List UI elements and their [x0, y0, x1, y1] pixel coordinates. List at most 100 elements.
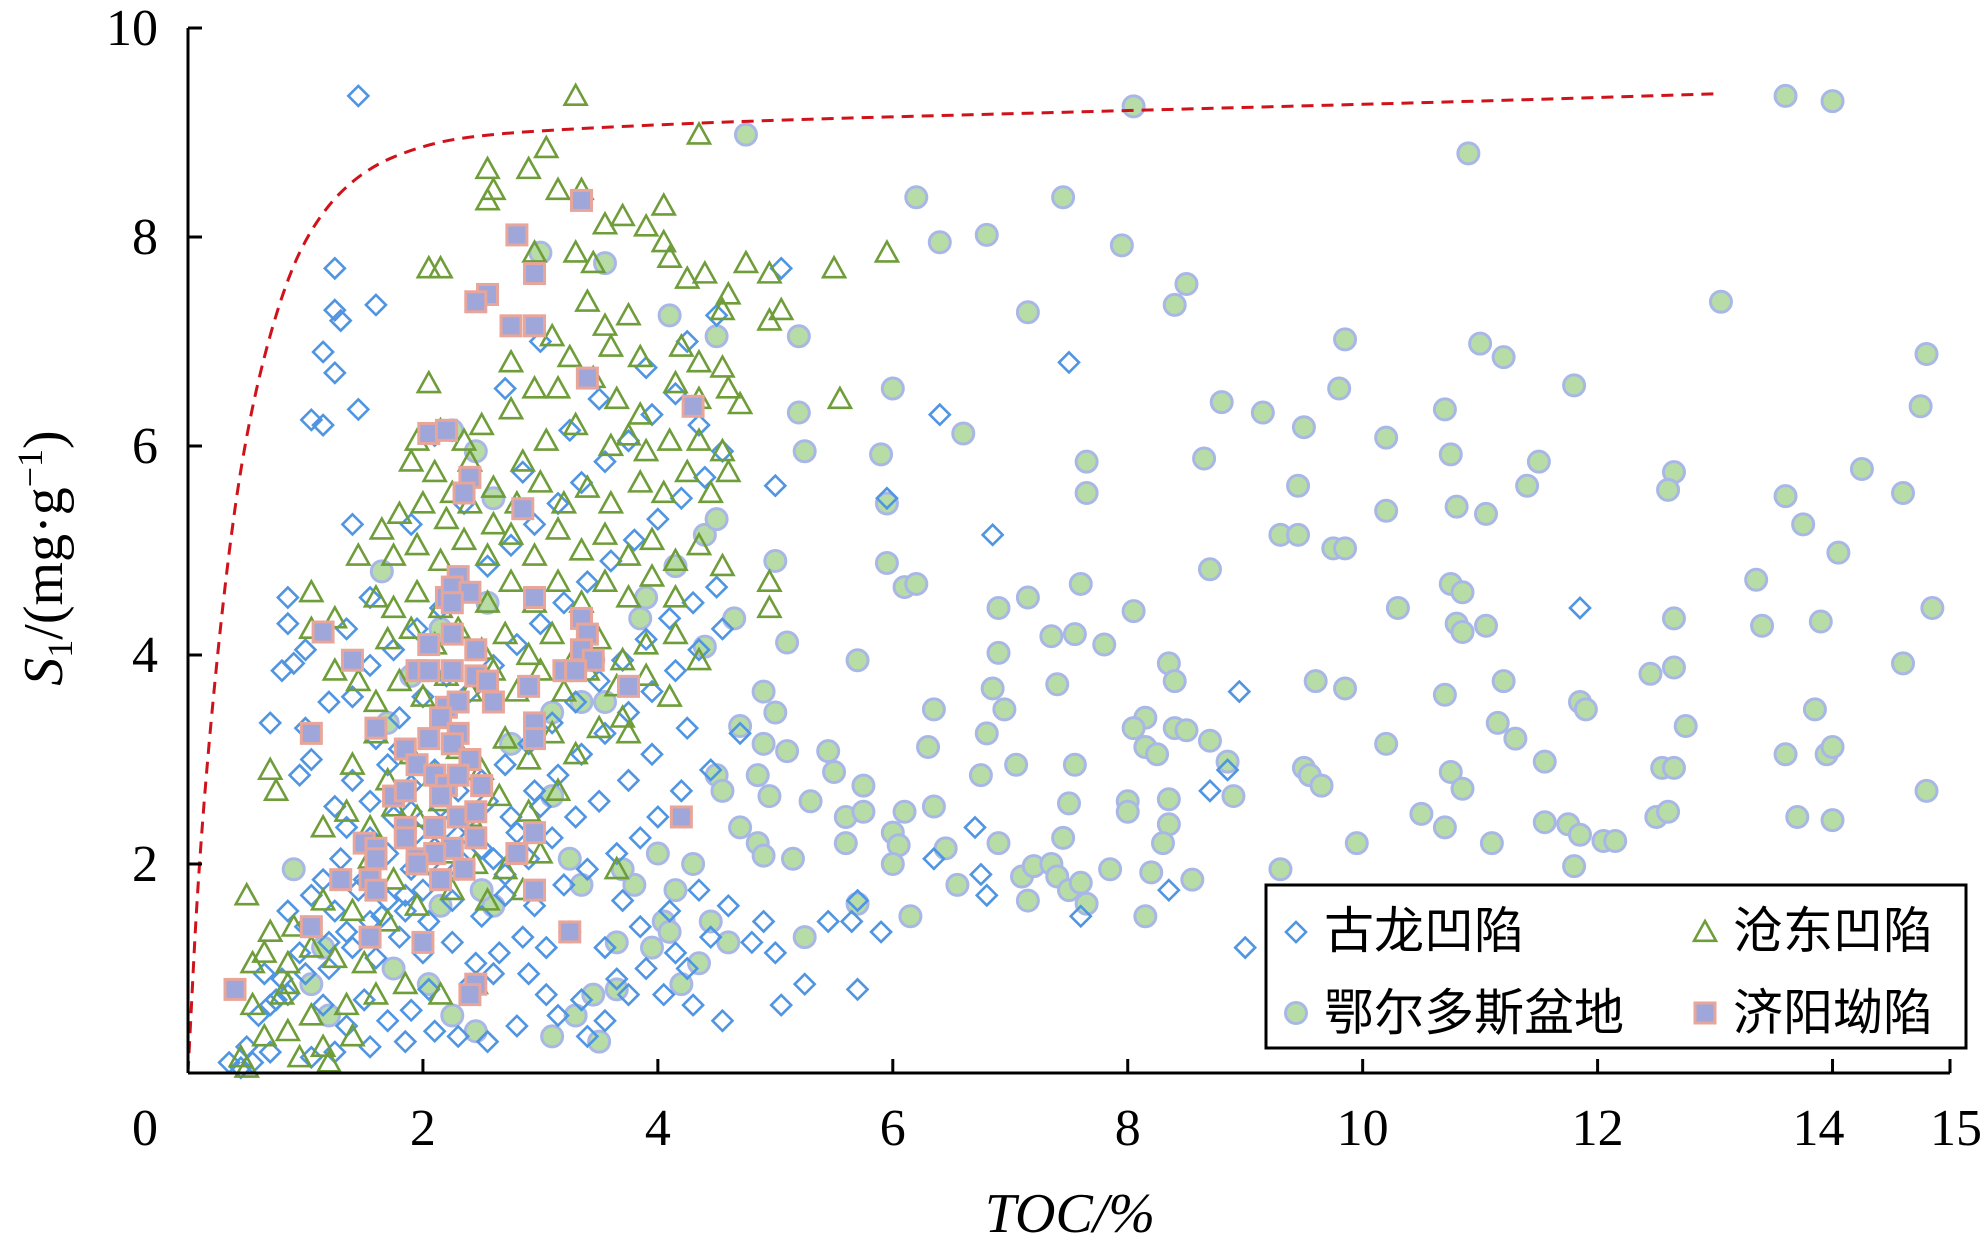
circle-point — [1479, 831, 1504, 856]
diamond-point — [593, 935, 617, 960]
square-point — [423, 815, 447, 839]
diamond-point — [1215, 758, 1240, 782]
legend-marker-diamond — [1284, 920, 1308, 944]
diamond-point — [475, 789, 500, 814]
circle-point — [728, 714, 753, 739]
triangle-point — [544, 568, 572, 592]
diamond-point — [311, 340, 335, 364]
diamond-point — [1227, 679, 1252, 704]
diamond-point — [393, 899, 418, 923]
circle-point — [1826, 540, 1851, 565]
circle-point — [792, 925, 817, 950]
circle-point — [851, 773, 876, 798]
triangle-point — [662, 620, 689, 645]
diamond-point — [675, 716, 700, 740]
diamond-point — [563, 805, 588, 829]
diamond-point — [640, 679, 664, 704]
circle-point — [1286, 473, 1311, 498]
diamond-point — [510, 460, 535, 484]
diamond-point — [358, 1035, 382, 1059]
diamond-point — [1157, 878, 1181, 902]
diamond-point — [728, 721, 752, 746]
legend-label: 鄂尔多斯盆地 — [1324, 984, 1624, 1042]
diamond-point — [534, 982, 559, 1007]
circle-point — [880, 852, 905, 876]
triangle-point — [697, 479, 724, 504]
diamond-point — [317, 690, 341, 714]
diamond-point — [681, 590, 705, 615]
y-axis-title-main: S — [13, 658, 75, 686]
triangle-point — [574, 474, 601, 498]
triangle-point — [403, 803, 431, 828]
circle-point — [1661, 606, 1686, 631]
square-point — [299, 721, 323, 745]
triangle-point — [627, 468, 654, 493]
circle-point — [1914, 778, 1939, 803]
triangle-point — [251, 1022, 278, 1047]
circle-point — [663, 554, 688, 579]
circle-point — [698, 909, 723, 934]
diamond-point — [1233, 935, 1258, 960]
triangle-point — [409, 489, 437, 514]
square-point — [417, 659, 441, 683]
square-point — [311, 620, 335, 644]
circle-point — [1109, 233, 1134, 258]
diamond-point — [669, 779, 694, 803]
diamond-point — [687, 878, 711, 902]
diamond-point — [698, 925, 723, 949]
triangle-point — [309, 886, 337, 911]
series-square — [223, 188, 705, 1007]
square-point — [405, 852, 429, 876]
triangle-point — [521, 238, 548, 263]
diamond-point — [358, 789, 382, 814]
diamond-point — [569, 988, 594, 1012]
square-point — [464, 800, 488, 824]
triangle-point — [515, 798, 542, 822]
circle-point — [986, 640, 1011, 665]
circle-point — [1791, 512, 1816, 537]
square-point — [452, 481, 476, 505]
circle-point — [1603, 829, 1628, 854]
circle-point — [281, 857, 306, 882]
diamond-point — [322, 794, 347, 819]
square-point — [481, 690, 505, 714]
diamond-point — [634, 355, 658, 380]
diamond-point — [328, 846, 353, 871]
square-point — [299, 915, 323, 939]
diamond-point — [334, 920, 359, 944]
circle-point — [1526, 449, 1551, 474]
diamond-point — [346, 84, 371, 108]
diamond-point — [522, 893, 547, 918]
circle-point — [763, 548, 788, 573]
triangle-point — [362, 688, 390, 713]
diamond-point — [704, 575, 729, 599]
circle-point — [657, 919, 682, 944]
circle-point — [1015, 585, 1040, 610]
circle-point — [1062, 752, 1087, 777]
diamond-point — [381, 637, 406, 662]
circle-point — [780, 846, 805, 871]
triangle-point — [491, 724, 519, 749]
diamond-point — [751, 909, 776, 934]
diamond-point — [704, 303, 729, 328]
triangle-point — [374, 625, 401, 650]
triangle-point — [562, 82, 589, 107]
legend-label: 济阳坳陷 — [1733, 984, 1933, 1042]
triangle-point — [591, 521, 619, 545]
circle-point — [428, 893, 453, 918]
square-point — [470, 774, 494, 798]
diamond-point — [276, 611, 300, 636]
triangle-point — [756, 568, 783, 592]
triangle-point — [521, 542, 548, 566]
circle-point — [557, 846, 582, 871]
triangle-point — [480, 474, 507, 498]
diamond-point — [510, 925, 535, 949]
circle-point — [880, 376, 905, 401]
triangle-point — [656, 427, 683, 451]
triangle-point — [474, 542, 501, 566]
square-point — [446, 690, 470, 714]
circle-point — [974, 222, 999, 247]
x-tick-label: 14 — [1793, 1100, 1845, 1157]
diamond-point — [528, 794, 553, 819]
circle-point — [1309, 773, 1334, 798]
